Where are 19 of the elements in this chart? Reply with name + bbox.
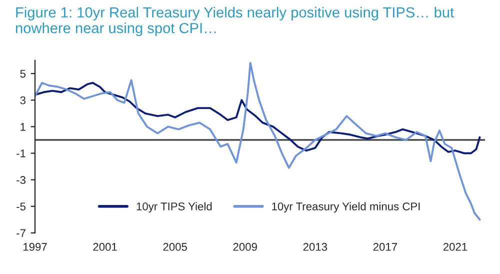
x-tick-label: 2017	[373, 242, 397, 251]
x-tick-label: 2005	[163, 242, 187, 251]
y-tick-label: -3	[16, 176, 26, 184]
line-series	[35, 62, 481, 221]
legend-label: 10yr TIPS Yield	[136, 202, 212, 213]
y-tick-label: 3	[20, 96, 26, 104]
x-tick-label: 2021	[443, 242, 468, 251]
y-tick-label: -5	[16, 202, 26, 210]
line-series	[35, 82, 481, 154]
x-tick-label: 1997	[23, 242, 47, 251]
legend-label: 10yr Treasury Yield minus CPI	[272, 202, 420, 213]
y-tick-label: -1	[16, 150, 26, 158]
chart-title: Figure 1: 10yr Real Treasury Yields nearly positive using TIPS… but nowhere near using spot CPI…	[16, 6, 454, 36]
y-tick-label: -7	[16, 229, 26, 237]
x-tick-label: 2001	[93, 242, 117, 251]
x-tick-label: 2009	[233, 242, 257, 251]
y-tick-label: 1	[20, 123, 26, 131]
x-tick-label: 2013	[303, 242, 328, 251]
y-tick-label: 5	[20, 70, 26, 78]
